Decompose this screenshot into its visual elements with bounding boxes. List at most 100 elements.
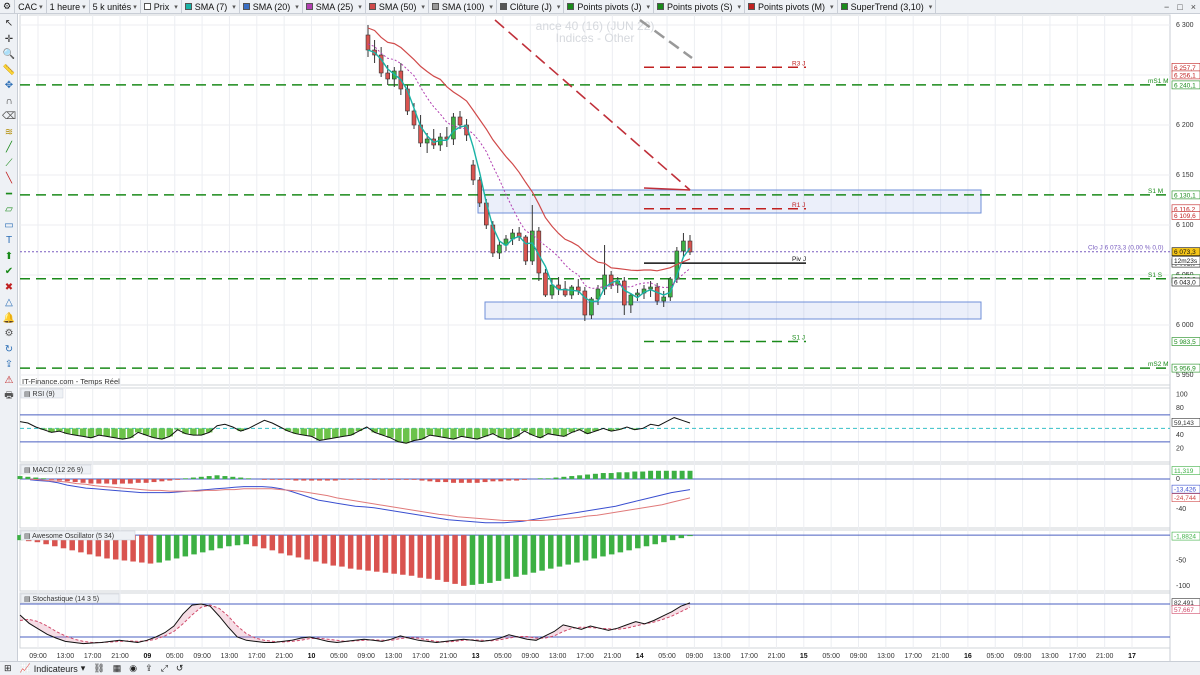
horizontal-line-icon[interactable]: ━ (5, 188, 13, 200)
stoch-d-box (1171, 605, 1200, 614)
x-tick-label: 15 (800, 653, 808, 660)
x-tick-label: 05:00 (166, 653, 184, 660)
move-icon[interactable]: ✥ (4, 80, 14, 91)
zoom-icon[interactable]: 🔍 (2, 49, 16, 60)
ruler-icon[interactable]: 📏 (2, 64, 16, 76)
stoch-k-value: 82,491 (1174, 600, 1194, 607)
crosshair-icon[interactable]: ✛ (4, 33, 14, 45)
check-icon[interactable]: ✔ (4, 266, 14, 277)
share-icon[interactable]: ⇪ (4, 359, 14, 370)
indicator-toggle[interactable]: Prix ▾ (141, 0, 182, 14)
indicator-toggle[interactable]: SMA (7) ▾ (182, 0, 240, 14)
camera-icon[interactable]: ◉ (129, 663, 138, 673)
settings-icon[interactable]: ⚙ (0, 0, 16, 14)
chevron-down-icon: ▾ (82, 3, 86, 11)
share-icon[interactable]: ⇪ (145, 663, 153, 673)
timeframe-selector[interactable]: 1 heure ▾ (47, 0, 90, 14)
trendline-icon[interactable]: ╱ (5, 142, 13, 153)
ray-icon[interactable]: ⟋ (5, 157, 13, 169)
candle-body (378, 54, 384, 74)
candle-body (451, 116, 456, 140)
candle-body (589, 298, 594, 316)
triangle-icon[interactable]: △ (5, 297, 13, 308)
price-tag-box (1171, 70, 1200, 80)
price-tag-label: 6 256,1 (1174, 72, 1196, 79)
candle-body (385, 72, 390, 80)
rectangle-icon[interactable]: ▭ (4, 219, 14, 231)
layout-icon[interactable]: ▦ (112, 663, 122, 673)
macd-value: -24,744 (1174, 495, 1196, 502)
indicator-toggle[interactable]: SuperTrend (3,10) ▾ (838, 0, 937, 14)
x-tick-label: 17:00 (84, 653, 102, 660)
pane-label: ▤ RSI (9) (24, 391, 55, 398)
price-tag-box (1171, 277, 1200, 287)
candle-body (635, 292, 640, 296)
bell-icon[interactable]: 🔔 (2, 312, 16, 324)
stoch-d-value: 57,667 (1174, 607, 1194, 614)
chart-header-bar: ⚙ CAC ▾ 1 heure ▾ 5 k unités ▾ Prix ▾ SMA (7)… (0, 0, 1200, 14)
candle-body (543, 272, 548, 296)
price-tag-label: 6 130,1 (1174, 192, 1196, 199)
channel-icon[interactable]: ▱ (5, 204, 13, 215)
candle-body (477, 179, 482, 204)
chevron-down-icon: ▾ (295, 3, 299, 11)
units-selector[interactable]: 5 k unités ▾ (90, 0, 141, 14)
price-tick-label: 6 100 (1176, 222, 1194, 229)
indicator-swatch (431, 3, 439, 10)
magnet-icon[interactable]: ∩ (5, 95, 13, 107)
indicator-toggle[interactable]: SMA (100) ▾ (429, 0, 497, 14)
print-icon[interactable]: 🖶 (4, 390, 14, 401)
x-tick-label: 05:00 (330, 653, 348, 660)
indicator-toggle[interactable]: SMA (50) ▾ (366, 0, 429, 14)
indicator-label: SMA (20) (252, 1, 291, 12)
indicator-toggle[interactable]: Points pivots (M) ▾ (745, 0, 838, 14)
price-tag-label: 6 116,2 (1174, 206, 1196, 213)
grid-icon[interactable]: ⊞ (4, 663, 12, 673)
stoch-k-line (19, 602, 691, 645)
fullscreen-icon[interactable]: ⤢ (160, 663, 168, 673)
indicator-toggle[interactable]: SMA (25) ▾ (303, 0, 366, 14)
indicators-button[interactable]: 📈 Indicateurs ▾ (16, 662, 90, 675)
symbol-selector[interactable]: CAC ▾ (15, 0, 47, 14)
price-tag-box (1171, 190, 1200, 200)
rsi-value-box (1171, 418, 1200, 427)
reset-icon[interactable]: ↺ (175, 663, 184, 673)
fibonacci-icon[interactable]: ≋ (4, 126, 14, 138)
alert-icon[interactable]: ⚠ (4, 374, 14, 386)
macd-signal-line (29, 478, 691, 521)
settings-icon[interactable]: ⚙ (4, 328, 14, 339)
delete-icon[interactable]: ✖ (4, 281, 14, 293)
pivot-label: Piv J (792, 256, 806, 263)
link-icon[interactable]: ⛓ (93, 663, 105, 673)
indicator-label: Clôture (J) (509, 1, 552, 12)
minimize-icon[interactable]: − (1164, 2, 1170, 12)
ao-tick: -50 (1176, 558, 1186, 565)
maximize-icon[interactable]: □ (1177, 2, 1183, 12)
segment-icon[interactable]: ╲ (5, 173, 13, 184)
x-tick-label: 17:00 (248, 653, 266, 660)
indicator-toggle[interactable]: SMA (20) ▾ (240, 0, 303, 14)
close-icon[interactable]: × (1190, 2, 1196, 12)
eraser-icon[interactable]: ⌫ (1, 111, 17, 122)
text-icon[interactable]: T (5, 235, 13, 246)
candle-body (622, 280, 627, 306)
x-tick-label: 09:00 (522, 653, 540, 660)
indicator-toggle[interactable]: Clôture (J) ▾ (497, 0, 565, 14)
pane-label-box (20, 530, 136, 541)
indicator-toggle[interactable]: Points pivots (J) ▾ (564, 0, 654, 14)
cursor-icon[interactable]: ↖ (4, 18, 14, 29)
refresh-icon[interactable]: ↻ (4, 343, 14, 355)
price-tag-box (1171, 337, 1200, 346)
pivot-label: Clo J 6 073,3 (0,00 % 0,0) (1088, 245, 1164, 252)
indicator-toggle[interactable]: Points pivots (S) ▾ (654, 0, 746, 14)
indicator-swatch (748, 3, 756, 10)
x-tick-label: 17:00 (904, 653, 922, 660)
stoch-d-line (19, 604, 691, 643)
x-tick-label: 17:00 (1069, 653, 1087, 660)
pivot-label: S1 S (1148, 272, 1163, 279)
chevron-down-icon: ▾ (928, 3, 933, 11)
ao-value-box (1171, 531, 1200, 541)
up-arrow-icon[interactable]: ⬆ (4, 250, 14, 262)
ao-tick: -100 (1176, 583, 1190, 590)
